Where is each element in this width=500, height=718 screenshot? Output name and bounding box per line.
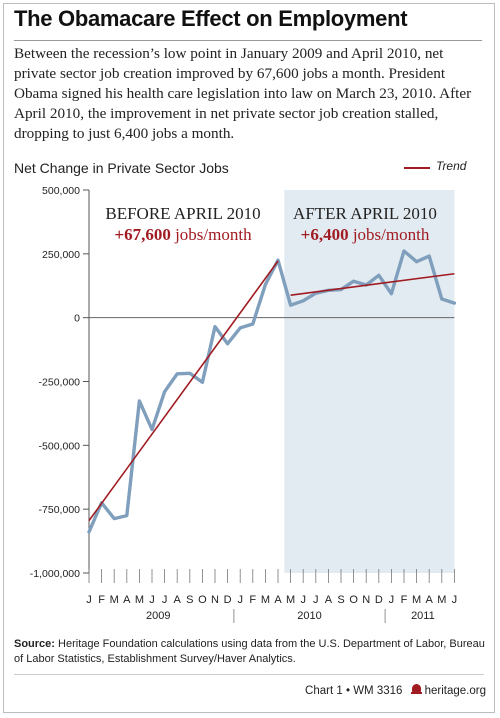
before-rate-unit: jobs/month bbox=[171, 225, 252, 244]
x-month-label: A bbox=[274, 594, 282, 606]
legend-trend-swatch bbox=[404, 167, 430, 169]
data-point bbox=[112, 517, 116, 521]
footer-separator: • bbox=[345, 685, 350, 697]
data-point bbox=[150, 428, 154, 431]
y-tick-label: 0 bbox=[74, 313, 80, 325]
report-id: WM 3316 bbox=[353, 685, 403, 697]
x-month-label: J bbox=[452, 594, 458, 606]
y-tick-label: -750,000 bbox=[39, 504, 81, 516]
data-point bbox=[301, 299, 305, 303]
page-title: The Obamacare Effect on Employment bbox=[14, 6, 408, 31]
x-month-label: S bbox=[186, 594, 193, 606]
x-month-label: A bbox=[174, 594, 182, 606]
x-month-label: M bbox=[286, 594, 295, 606]
x-year-label: 2010 bbox=[297, 610, 321, 622]
data-point bbox=[415, 260, 418, 264]
data-point bbox=[377, 273, 381, 277]
x-month-label: O bbox=[198, 594, 207, 606]
y-tick-label: -250,000 bbox=[39, 377, 81, 389]
chart-number: Chart 1 bbox=[305, 685, 343, 697]
data-point bbox=[453, 301, 456, 305]
x-month-label: S bbox=[337, 594, 344, 606]
x-month-label: J bbox=[300, 594, 306, 606]
footer-divider bbox=[14, 674, 484, 675]
after-period-rate: +6,400 jobs/month bbox=[301, 225, 430, 244]
data-point bbox=[390, 292, 393, 296]
x-month-label: J bbox=[389, 594, 395, 606]
x-month-label: M bbox=[437, 594, 446, 606]
data-point bbox=[402, 249, 406, 253]
source-label: Source: bbox=[14, 638, 55, 650]
x-month-label: J bbox=[237, 594, 243, 606]
data-point bbox=[226, 342, 230, 346]
after-period-shading bbox=[284, 190, 455, 573]
x-month-label: D bbox=[224, 594, 232, 606]
data-point bbox=[251, 322, 255, 326]
source-note: Source: Heritage Foundation calculations… bbox=[14, 637, 488, 667]
data-point bbox=[238, 326, 242, 330]
liberty-bell-icon bbox=[410, 684, 422, 695]
x-month-label: O bbox=[349, 594, 358, 606]
data-point bbox=[427, 254, 431, 258]
before-period-rate: +67,600 jobs/month bbox=[114, 225, 252, 244]
before-period-heading: BEFORE APRIL 2010 bbox=[105, 204, 260, 223]
after-rate-unit: jobs/month bbox=[349, 225, 430, 244]
source-text: Heritage Foundation calculations using d… bbox=[14, 638, 485, 665]
data-point bbox=[125, 514, 129, 517]
y-tick-label: -500,000 bbox=[39, 440, 81, 452]
x-month-label: N bbox=[211, 594, 219, 606]
x-month-label: J bbox=[313, 594, 319, 606]
x-month-label: A bbox=[325, 594, 333, 606]
x-month-label: J bbox=[86, 594, 92, 606]
chart-title: Net Change in Private Sector Jobs bbox=[14, 160, 229, 176]
data-point bbox=[87, 530, 91, 534]
x-month-label: A bbox=[426, 594, 434, 606]
x-month-label: M bbox=[110, 594, 119, 606]
data-point bbox=[352, 279, 355, 283]
x-month-label: J bbox=[149, 594, 155, 606]
y-tick-label: 250,000 bbox=[42, 249, 80, 261]
line-chart: -1,000,000 -750,000 -500,000 -250,000 0 250,0… bbox=[30, 185, 458, 623]
data-point bbox=[138, 399, 141, 403]
x-month-label: D bbox=[375, 594, 383, 606]
after-rate-value: +6,400 bbox=[301, 225, 349, 244]
legend-trend-label: Trend bbox=[436, 159, 467, 173]
x-month-label: F bbox=[401, 594, 408, 606]
title-divider bbox=[14, 40, 482, 41]
data-point bbox=[264, 283, 267, 286]
x-month-label: A bbox=[123, 594, 131, 606]
trend-line-before bbox=[88, 260, 279, 522]
x-month-label: F bbox=[249, 594, 256, 606]
x-year-label: 2011 bbox=[411, 610, 435, 622]
site-link[interactable]: heritage.org bbox=[424, 685, 486, 697]
data-point bbox=[175, 372, 179, 376]
footer: Chart 1 • WM 3316 heritage.org bbox=[305, 684, 486, 697]
x-month-label: J bbox=[162, 594, 168, 606]
x-month-label: F bbox=[98, 594, 105, 606]
x-year-label: 2009 bbox=[146, 610, 170, 622]
data-point bbox=[163, 390, 167, 394]
after-period-heading: AFTER APRIL 2010 bbox=[293, 204, 437, 223]
series-line-private-jobs bbox=[87, 249, 457, 534]
intro-paragraph: Between the recession’s low point in Jan… bbox=[14, 45, 472, 142]
data-point bbox=[201, 380, 204, 384]
data-point bbox=[213, 325, 217, 329]
trend-line-after bbox=[290, 272, 455, 296]
x-month-label: M bbox=[412, 594, 421, 606]
y-tick-label: -1,000,000 bbox=[30, 568, 80, 580]
x-month-label: M bbox=[135, 594, 144, 606]
x-month-label: N bbox=[362, 594, 370, 606]
data-point bbox=[188, 371, 192, 375]
y-tick-label: 500,000 bbox=[42, 185, 80, 197]
x-month-label: M bbox=[261, 594, 270, 606]
before-rate-value: +67,600 bbox=[114, 225, 170, 244]
data-point bbox=[440, 297, 444, 301]
data-point bbox=[289, 303, 292, 307]
